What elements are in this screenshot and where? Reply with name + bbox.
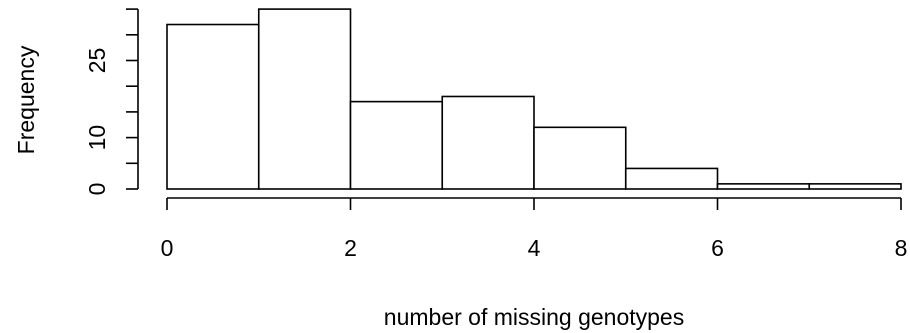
x-axis-label: number of missing genotypes xyxy=(384,304,684,330)
histogram-bar xyxy=(716,183,811,190)
x-tick-label: 2 xyxy=(344,235,357,261)
y-tick-label: 25 xyxy=(84,48,110,74)
histogram-bar xyxy=(257,8,352,190)
x-tick-label: 0 xyxy=(161,235,174,261)
x-tick-label: 8 xyxy=(895,235,908,261)
y-tick-label: 0 xyxy=(84,183,110,196)
histogram-bar xyxy=(624,167,719,190)
histogram-bar xyxy=(166,23,260,190)
histogram-bar xyxy=(533,126,627,190)
y-axis-label: Frequency xyxy=(13,45,39,154)
x-tick-label: 4 xyxy=(528,235,541,261)
histogram-bars xyxy=(166,8,902,190)
y-axis: 0 10 25 xyxy=(84,8,139,196)
histogram-bar xyxy=(349,100,444,190)
histogram-bar xyxy=(808,183,902,190)
x-axis: 0 2 4 6 8 xyxy=(161,197,908,261)
y-tick-label: 10 xyxy=(84,125,110,151)
histogram-bar xyxy=(441,95,535,190)
x-tick-label: 6 xyxy=(711,235,724,261)
